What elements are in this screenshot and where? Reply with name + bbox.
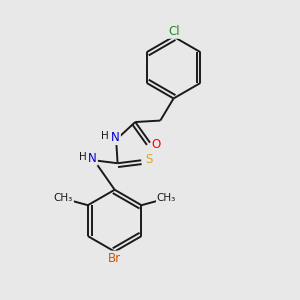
Text: CH₃: CH₃ — [157, 193, 176, 203]
Text: O: O — [152, 138, 161, 151]
Text: CH₃: CH₃ — [54, 193, 73, 203]
Text: Cl: Cl — [168, 25, 180, 38]
Text: H: H — [79, 152, 87, 162]
Text: Br: Br — [108, 252, 121, 265]
Text: N: N — [111, 131, 120, 144]
Text: H: H — [101, 131, 109, 141]
Text: N: N — [88, 152, 97, 165]
Text: S: S — [145, 153, 152, 166]
